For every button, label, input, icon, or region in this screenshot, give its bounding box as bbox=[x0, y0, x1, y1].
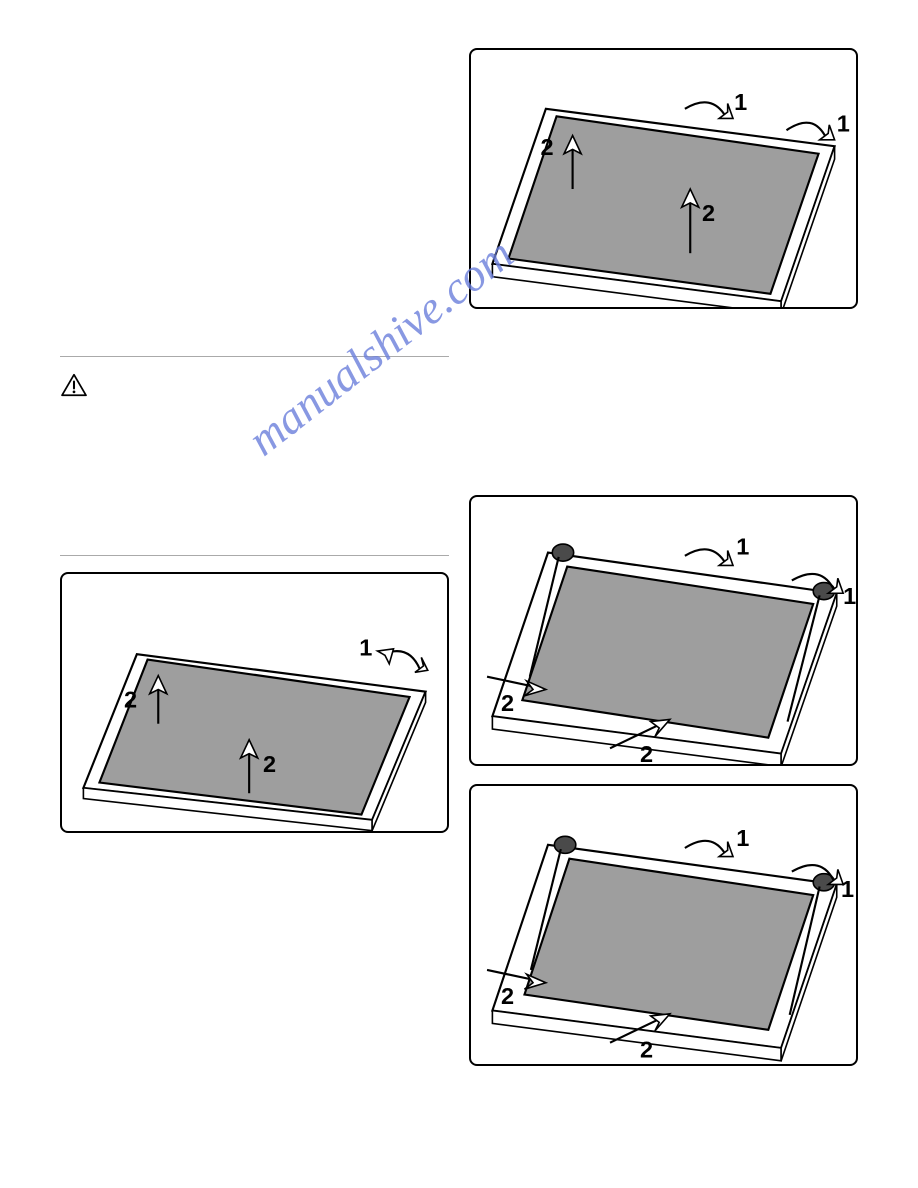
divider bbox=[60, 356, 449, 357]
page-columns: 1 2 2 1 bbox=[0, 0, 918, 1124]
label-2: 2 bbox=[124, 687, 137, 713]
warning-row bbox=[60, 373, 449, 397]
label-1: 1 bbox=[843, 583, 856, 609]
label-2: 2 bbox=[541, 134, 554, 160]
label-1: 1 bbox=[734, 89, 747, 115]
figure-lift-panel-single: 1 2 2 bbox=[60, 572, 449, 833]
left-column: 1 2 2 bbox=[60, 40, 449, 1084]
label-2: 2 bbox=[501, 983, 514, 1009]
divider bbox=[60, 555, 449, 556]
label-2: 2 bbox=[263, 751, 276, 777]
label-2: 2 bbox=[501, 690, 514, 716]
label-1: 1 bbox=[359, 634, 372, 660]
label-1: 1 bbox=[837, 110, 850, 136]
label-1: 1 bbox=[736, 533, 749, 559]
label-2: 2 bbox=[702, 200, 715, 226]
label-2: 2 bbox=[640, 1037, 653, 1063]
label-2: 2 bbox=[640, 741, 653, 764]
label-1: 1 bbox=[841, 876, 854, 902]
label-1: 1 bbox=[736, 825, 749, 851]
right-column: 1 1 2 2 bbox=[469, 40, 858, 1084]
figure-panel-with-hinges-a: 1 1 2 2 bbox=[469, 495, 858, 766]
figure-lift-panel-double-arrows: 1 1 2 2 bbox=[469, 48, 858, 309]
warning-triangle-icon bbox=[60, 373, 88, 397]
figure-panel-with-hinges-b: 1 1 2 2 bbox=[469, 784, 858, 1066]
